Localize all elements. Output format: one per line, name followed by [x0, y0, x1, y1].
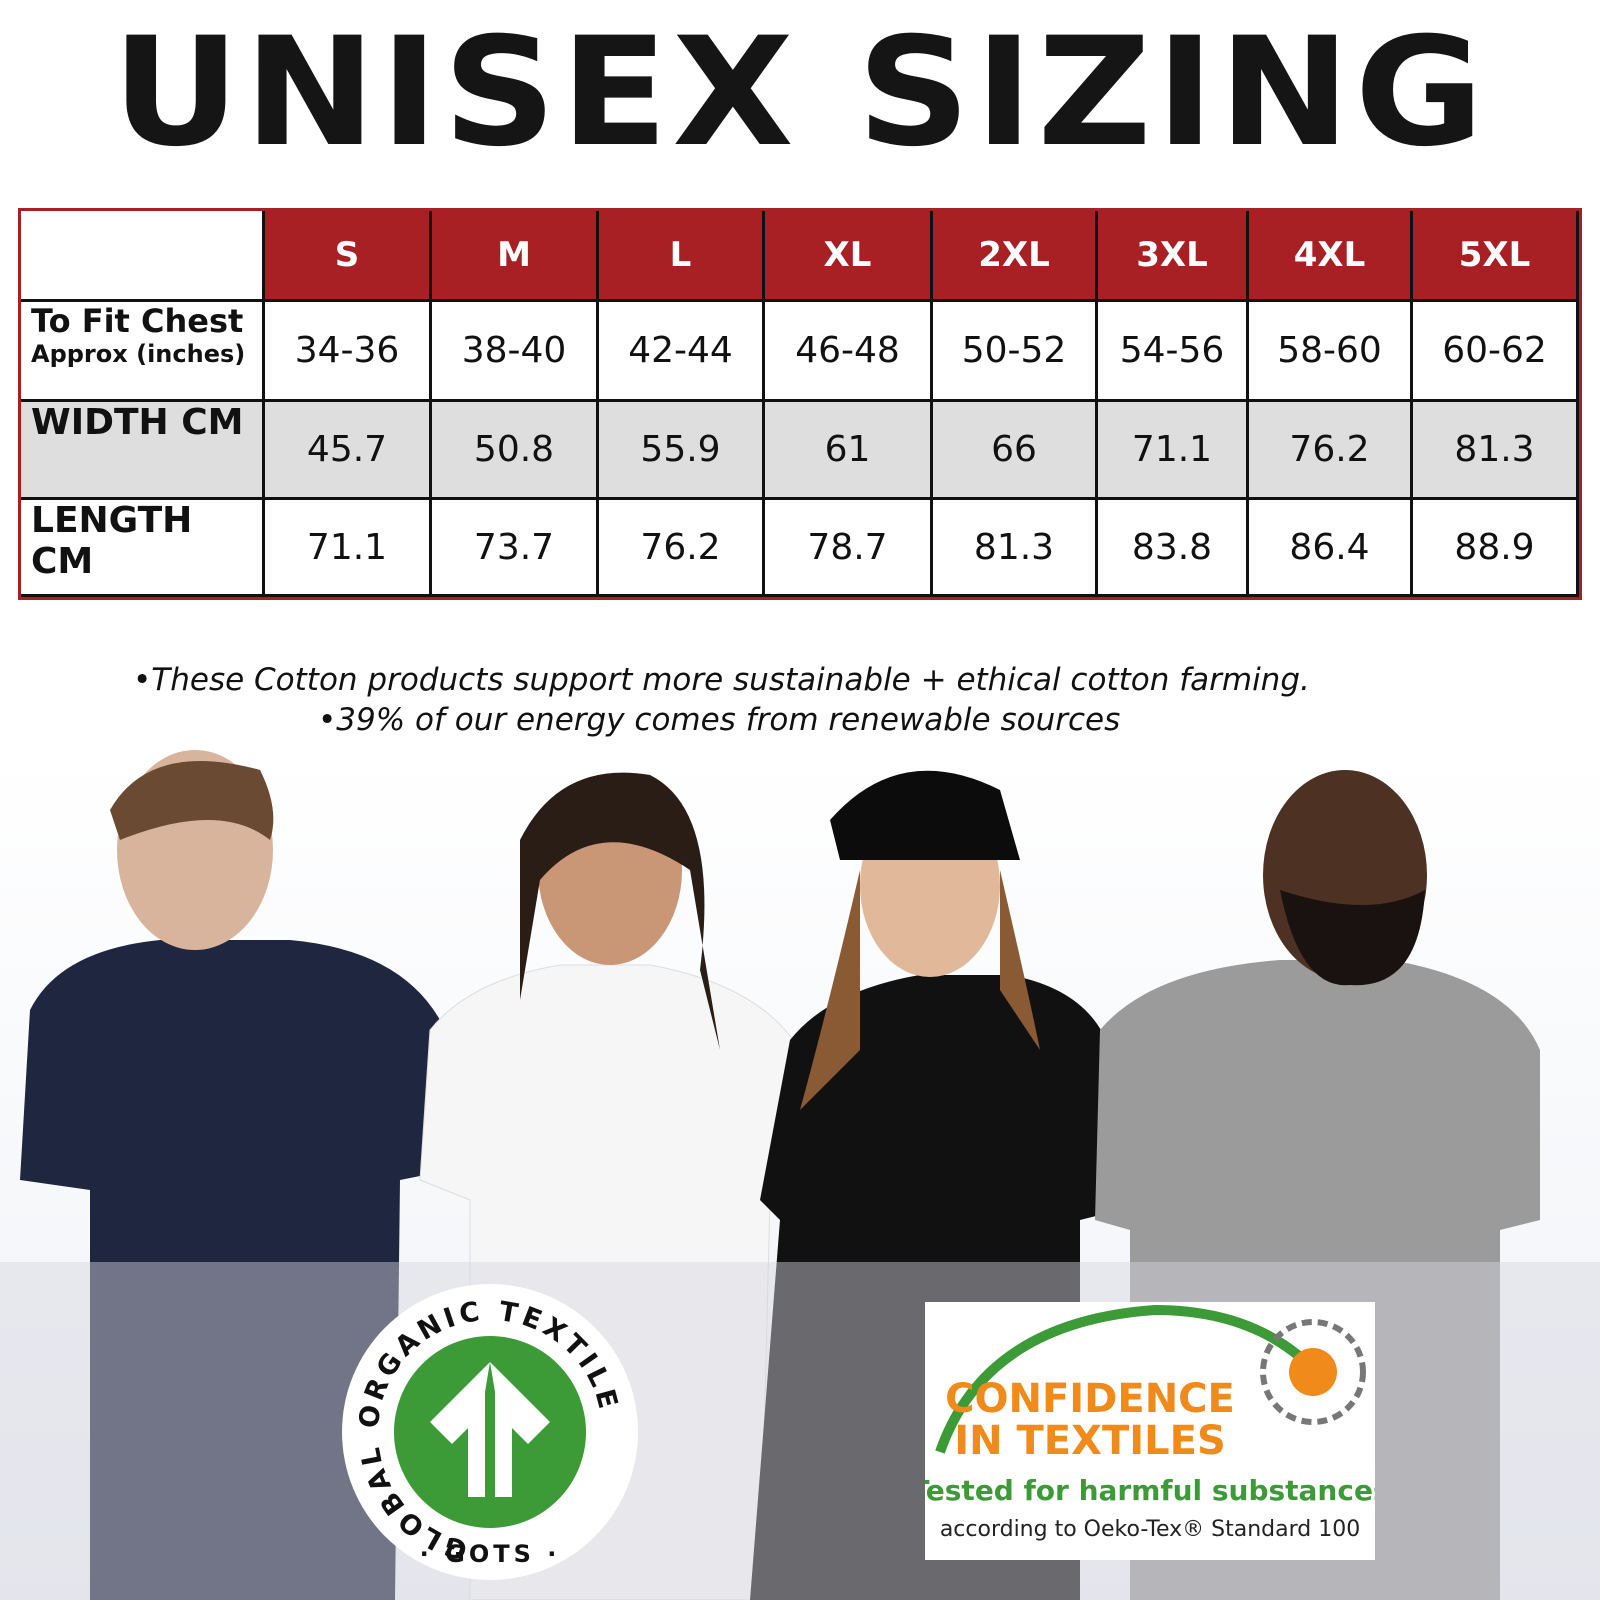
row-label-line: WIDTH CM	[31, 402, 244, 443]
size-value: 71.1	[265, 500, 432, 597]
size-header: L	[599, 211, 765, 302]
row-label-line: Approx (inches)	[31, 340, 246, 368]
size-value: 58-60	[1249, 302, 1413, 402]
size-value: 46-48	[765, 302, 933, 402]
size-value: 42-44	[599, 302, 765, 402]
gots-logo: GLOBAL ORGANIC TEXTILE STANDARD · GOTS ·	[340, 1282, 638, 1580]
size-value: 61	[765, 402, 933, 500]
oeko-line4: according to Oeko-Tex® Standard 100	[940, 1517, 1360, 1542]
size-value: 81.3	[933, 500, 1098, 597]
row-label: To Fit Chest Approx (inches)	[21, 302, 265, 402]
size-header: 4XL	[1249, 211, 1413, 302]
size-value: 38-40	[432, 302, 599, 402]
size-header: XL	[765, 211, 933, 302]
size-header: M	[432, 211, 599, 302]
size-header: 3XL	[1098, 211, 1249, 302]
size-value: 73.7	[432, 500, 599, 597]
note: •These Cotton products support more sust…	[133, 662, 1310, 698]
size-value: 45.7	[265, 402, 432, 500]
size-value: 78.7	[765, 500, 933, 597]
size-value: 81.3	[1413, 402, 1579, 500]
gots-bottom: · GOTS ·	[420, 1540, 561, 1568]
size-value: 71.1	[1098, 402, 1249, 500]
size-header: 2XL	[933, 211, 1098, 302]
oeko-logo: CONFIDENCE IN TEXTILES Tested for harmfu…	[925, 1302, 1375, 1560]
oeko-line3: Tested for harmful substances	[925, 1474, 1375, 1507]
size-value: 50-52	[933, 302, 1098, 402]
size-value: 34-36	[265, 302, 432, 402]
size-value: 50.8	[432, 402, 599, 500]
note: •39% of our energy comes from renewable …	[318, 702, 1121, 738]
size-value: 76.2	[599, 500, 765, 597]
size-value: 83.8	[1098, 500, 1249, 597]
size-value: 66	[933, 402, 1098, 500]
corner-cell	[21, 211, 265, 302]
row-label-line: LENGTH CM	[31, 500, 193, 582]
oeko-line2: IN TEXTILES	[954, 1418, 1226, 1464]
size-value: 86.4	[1249, 500, 1413, 597]
row-label-line: To Fit Chest	[31, 302, 244, 340]
size-value: 55.9	[599, 402, 765, 500]
size-header: S	[265, 211, 432, 302]
row-label: LENGTH CM	[21, 500, 265, 597]
title: UNISEX SIZING	[111, 6, 1489, 180]
size-value: 88.9	[1413, 500, 1579, 597]
size-value: 54-56	[1098, 302, 1249, 402]
gots-icon	[430, 1362, 550, 1497]
size-header: 5XL	[1413, 211, 1579, 302]
row-label: WIDTH CM	[21, 402, 265, 500]
size-table: S M L XL 2XL 3XL 4XL 5XL To Fit Chest Approx (inc…	[18, 208, 1582, 600]
size-value: 76.2	[1249, 402, 1413, 500]
size-value: 60-62	[1413, 302, 1579, 402]
oeko-line1: CONFIDENCE	[945, 1376, 1235, 1422]
